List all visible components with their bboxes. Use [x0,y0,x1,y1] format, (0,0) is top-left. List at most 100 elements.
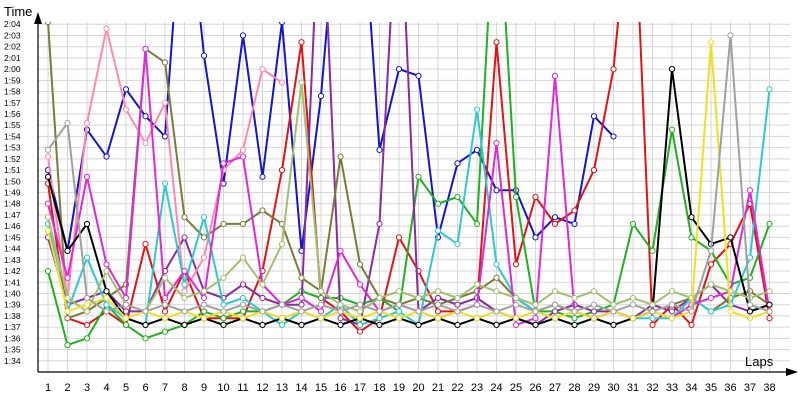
x-axis-title: Laps [745,354,774,369]
data-point [200,308,208,315]
y-tick-label: 1:36 [4,333,21,343]
data-point [746,301,754,308]
data-point [376,294,383,302]
data-point [161,315,169,322]
data-point [610,308,617,315]
data-point [317,301,325,308]
x-tick-labels: 1 2 3 4 5 6 7 8 9 10 11 12 13 14 15 16 17 18 19 20 21 22 23 24 2… [45,382,776,394]
data-point [493,261,500,268]
series-line [47,22,770,326]
x-tick-label: 23 [471,382,483,394]
y-tick-label: 1:40 [4,288,21,298]
data-point [239,220,247,228]
x-tick-label: 18 [373,382,385,394]
data-point [610,133,617,140]
data-point [181,321,188,328]
data-point [161,301,169,308]
x-tick-label: 26 [529,382,541,394]
data-point [181,294,188,302]
data-point [590,301,598,308]
data-point [551,220,559,228]
data-point [668,315,676,322]
data-point [512,321,520,328]
data-point [707,261,715,268]
data-point [200,288,208,295]
data-point [83,294,91,302]
data-point [454,193,461,201]
data-point [44,214,52,221]
x-axis-arrow [786,368,798,376]
x-tick-label: 12 [256,382,268,394]
data-point [766,86,773,93]
y-tick-label: 1:45 [4,232,21,242]
data-point [454,308,461,315]
data-point [649,247,656,254]
data-point [259,207,266,214]
data-point [707,39,715,46]
y-tick-label: 1:50 [4,176,21,186]
y-tick-labels: 1:341:35 1:361:371:381:39 1:401:411:421:43… [4,19,21,366]
data-point [239,254,247,261]
data-point [493,308,500,315]
data-point [610,301,617,308]
data-point [766,301,773,308]
data-point [434,315,442,322]
data-point [64,308,71,315]
data-point [610,321,617,328]
data-point [434,301,442,308]
data-point [688,234,695,241]
data-point [181,267,188,275]
x-tick-label: 32 [646,382,658,394]
data-point [707,247,715,254]
data-point [220,315,227,322]
data-point [239,294,247,302]
y-tick-label: 2:02 [4,42,21,52]
data-point [298,39,305,46]
data-point [590,166,598,174]
data-point [532,193,539,201]
x-tick-label: 4 [103,382,109,394]
data-point [551,301,559,308]
x-tick-label: 14 [295,382,307,394]
data-point [376,146,383,153]
y-tick-label: 2:03 [4,30,21,40]
x-tick-label: 21 [432,382,444,394]
x-tick-label: 38 [763,382,775,394]
data-point [259,321,266,328]
data-point [629,301,637,308]
data-point [746,254,754,261]
data-point [161,133,169,140]
data-point [649,301,656,308]
data-point [493,274,500,281]
x-tick-label: 36 [724,382,736,394]
data-point [298,321,305,328]
data-point [668,126,676,133]
x-tick-label: 28 [568,382,580,394]
data-point [103,294,110,302]
data-point [44,200,52,207]
data-point [44,267,52,275]
data-point [571,220,578,228]
x-tick-label: 17 [354,382,366,394]
x-tick-label: 6 [142,382,148,394]
data-point [220,321,227,328]
data-point [512,301,520,308]
data-point [239,308,247,315]
data-point [395,234,403,241]
data-point [473,315,481,322]
data-point [337,301,344,308]
data-point [356,261,364,268]
data-point [161,274,169,281]
data-point [83,119,91,127]
y-tick-label: 1:44 [4,244,21,254]
data-point [434,308,442,315]
data-point [83,335,91,342]
y-tick-label: 1:39 [4,300,21,310]
data-point [532,321,539,328]
data-point [83,321,91,328]
data-point [493,39,500,46]
data-point [707,308,715,315]
data-point [44,227,52,234]
data-point [434,294,442,302]
